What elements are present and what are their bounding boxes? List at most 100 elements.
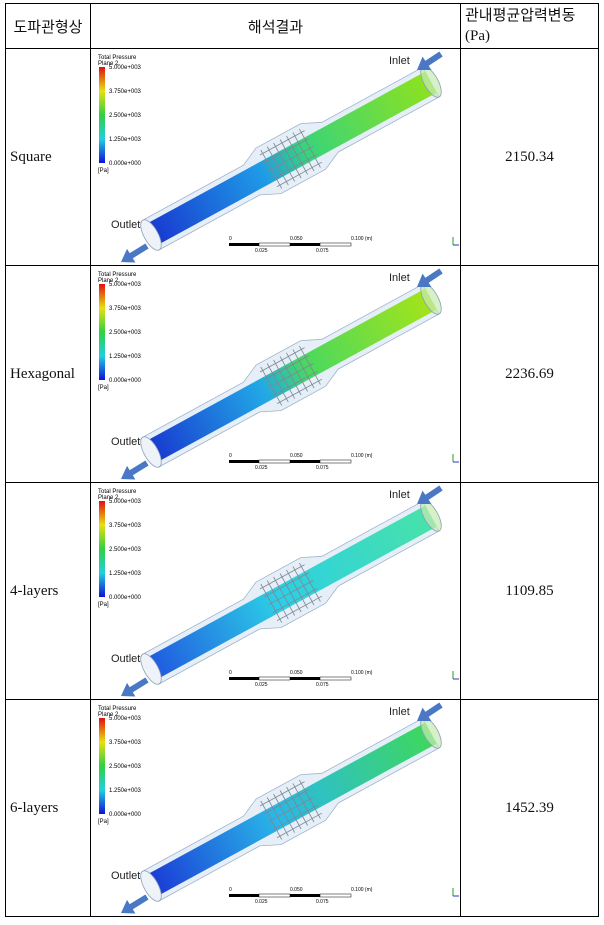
mesh-line xyxy=(264,137,310,163)
arrow-shaft xyxy=(128,893,149,910)
legend-tick: 3.750e+003 xyxy=(109,89,142,95)
scale-label: 0.100 (m) xyxy=(351,887,373,893)
results-table: 도파관형상 해석결과 관내평균압력변동 (Pa) Square Total Pre… xyxy=(5,3,599,917)
inlet-label: Inlet xyxy=(389,55,410,67)
mesh-line xyxy=(259,129,305,155)
table-row: Hexagonal Total Pressure Plane 2 5.000e+003… xyxy=(5,265,599,483)
header-cell: 해석결과 xyxy=(90,3,461,49)
table-row: 6-layers Total Pressure Plane 2 5.000e+003 3… xyxy=(5,699,599,917)
scale-label: 0.025 xyxy=(255,899,268,905)
pressure-cell: 2236.69 xyxy=(460,265,599,483)
legend-tick: 5.000e+003 xyxy=(109,282,142,288)
mesh-line xyxy=(272,804,318,830)
scale-label: 0.100 (m) xyxy=(351,453,373,459)
scale-label: 0 xyxy=(229,670,232,676)
scale-bar xyxy=(290,676,320,680)
scale-bar xyxy=(229,676,259,680)
scale-label: 0.075 xyxy=(316,682,329,688)
scale-bar xyxy=(319,459,352,463)
scale-label: 0.050 xyxy=(290,887,303,893)
table-row: Square Total Pressure Plane 2 5.000e+003 3.7… xyxy=(5,48,599,266)
legend-tick: 0.000e+000 xyxy=(109,378,142,384)
mesh-line xyxy=(272,587,318,613)
legend-tick: 2.500e+003 xyxy=(109,764,142,770)
legend-tick: 3.750e+003 xyxy=(109,740,142,746)
image-cell: Total Pressure Plane 2 5.000e+003 3.750e+00… xyxy=(90,699,461,917)
legend-title: Total Pressure xyxy=(98,706,137,712)
shape-cell: 4-layers xyxy=(5,482,91,700)
arrow-shaft xyxy=(423,268,443,284)
legend-tick: 5.000e+003 xyxy=(109,716,142,722)
pressure-cell: 1109.85 xyxy=(460,482,599,700)
scale-label: 0.100 (m) xyxy=(351,236,373,242)
legend-tick: 5.000e+003 xyxy=(109,65,142,71)
arrow-head xyxy=(417,490,432,504)
arrow-head xyxy=(121,248,136,263)
mesh-line xyxy=(268,579,314,605)
arrow-shaft xyxy=(128,459,149,476)
scale-label: 0.050 xyxy=(290,453,303,459)
scale-bar xyxy=(290,242,320,246)
legend-tick: 3.750e+003 xyxy=(109,523,142,529)
scale-bar xyxy=(229,242,259,246)
image-cell: Total Pressure Plane 2 5.000e+003 3.750e+00… xyxy=(90,482,461,700)
mesh-line xyxy=(264,354,310,380)
scale-bar xyxy=(290,893,320,897)
color-bar xyxy=(99,66,105,163)
legend-subtitle: Plane 2 xyxy=(98,712,119,718)
outlet-label: Outlet xyxy=(111,870,140,882)
header-cell: 관내평균압력변동 (Pa) xyxy=(460,3,599,49)
mesh-line xyxy=(259,346,305,372)
header-row: 도파관형상 해석결과 관내평균압력변동 (Pa) xyxy=(5,3,599,49)
scale-label: 0 xyxy=(229,453,232,459)
legend-title: Total Pressure xyxy=(98,55,137,61)
color-bar xyxy=(99,500,105,597)
legend-unit: [Pa] xyxy=(98,385,109,391)
arrow-head xyxy=(417,273,432,287)
arrow-head xyxy=(121,899,136,914)
header-cell: 도파관형상 xyxy=(5,3,91,49)
mesh-line xyxy=(264,571,310,597)
legend-title: Total Pressure xyxy=(98,489,137,495)
arrow-shaft xyxy=(423,702,443,718)
legend-tick: 1.250e+003 xyxy=(109,788,142,794)
legend-subtitle: Plane 2 xyxy=(98,278,119,284)
shape-cell: Hexagonal xyxy=(5,265,91,483)
scale-bar xyxy=(258,893,291,897)
legend-tick: 1.250e+003 xyxy=(109,137,142,143)
legend-tick: 0.000e+000 xyxy=(109,812,142,818)
legend-tick: 0.000e+000 xyxy=(109,595,142,601)
mesh-line xyxy=(264,788,310,814)
inlet-label: Inlet xyxy=(389,706,410,718)
color-bar xyxy=(99,283,105,380)
legend-subtitle: Plane 2 xyxy=(98,61,119,67)
scale-bar xyxy=(229,459,259,463)
scale-label: 0.050 xyxy=(290,670,303,676)
outlet-label: Outlet xyxy=(111,653,140,665)
scale-label: 0.025 xyxy=(255,682,268,688)
legend-tick: 2.500e+003 xyxy=(109,547,142,553)
mesh-line xyxy=(276,812,323,838)
mesh-line xyxy=(272,153,318,179)
scale-bar xyxy=(319,676,352,680)
legend-subtitle: Plane 2 xyxy=(98,495,119,501)
shape-cell: 6-layers xyxy=(5,699,91,917)
pipe-end xyxy=(140,652,162,685)
scale-bar xyxy=(319,242,352,246)
scale-label: 0 xyxy=(229,887,232,893)
arrow-shaft xyxy=(423,485,443,501)
scale-label: 0.075 xyxy=(316,465,329,471)
mesh-line xyxy=(268,796,314,822)
arrow-head xyxy=(121,682,136,697)
table-body: Square Total Pressure Plane 2 5.000e+003 3.7… xyxy=(5,48,599,917)
scale-bar xyxy=(258,242,291,246)
arrow-head xyxy=(417,707,432,721)
scale-label: 0.075 xyxy=(316,899,329,905)
image-cell: Total Pressure Plane 2 5.000e+003 3.750e+00… xyxy=(90,48,461,266)
mesh-line xyxy=(276,161,323,187)
legend-unit: [Pa] xyxy=(98,819,109,825)
scale-label: 0.025 xyxy=(255,465,268,471)
